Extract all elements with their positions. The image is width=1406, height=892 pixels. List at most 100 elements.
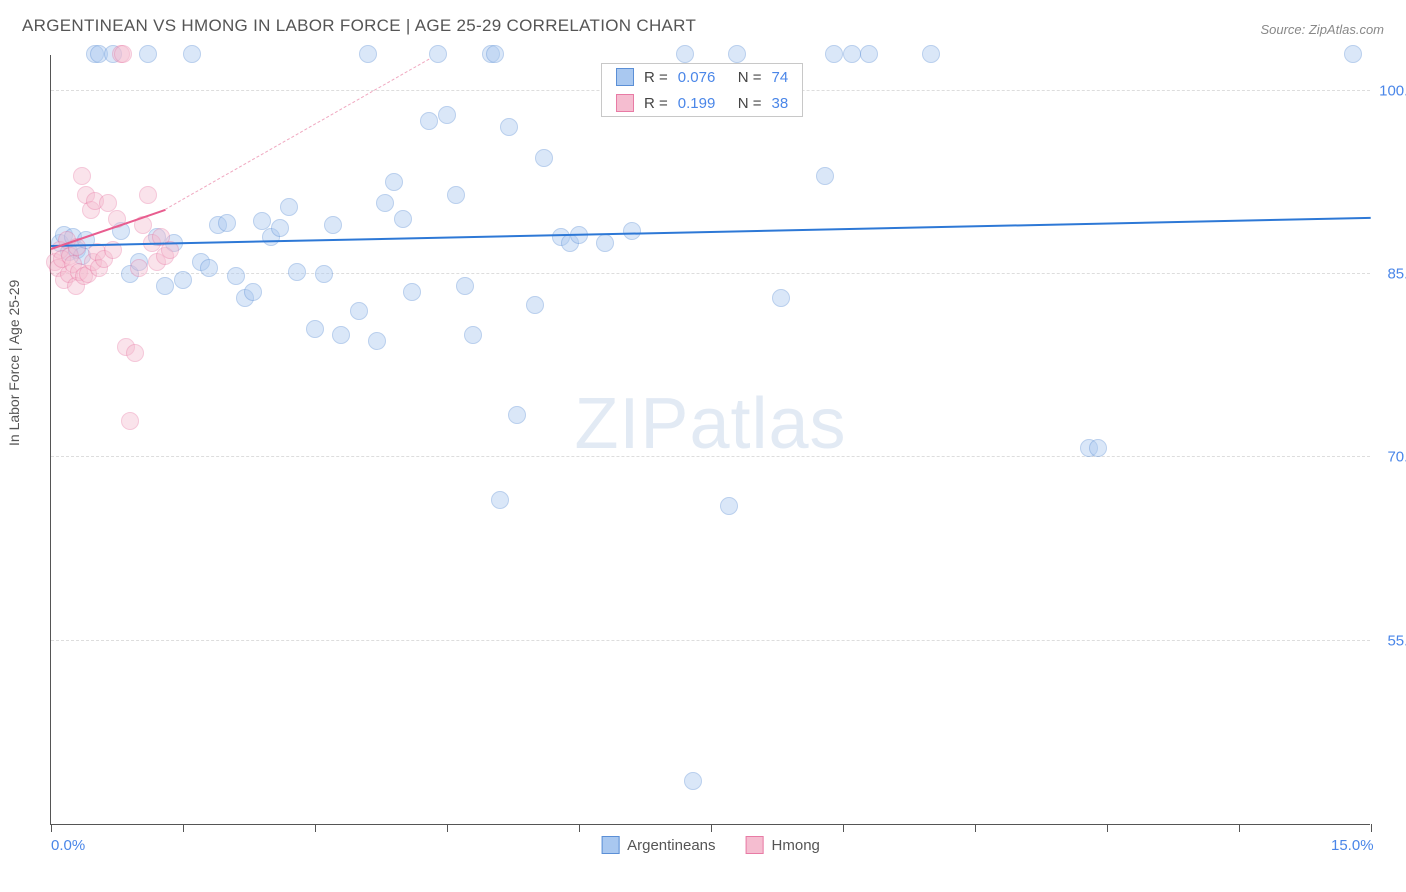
data-point [156,277,174,295]
data-point [227,267,245,285]
data-point [720,497,738,515]
legend-swatch [616,94,634,112]
y-tick-label: 55.0% [1374,632,1406,649]
data-point [728,45,746,63]
data-point [535,149,553,167]
data-point [1089,439,1107,457]
data-point [464,326,482,344]
x-tick [1239,824,1240,832]
legend-item: Hmong [746,836,820,854]
n-value: 74 [772,69,789,86]
series-legend: Argentineans Hmong [601,836,820,854]
data-point [623,222,641,240]
legend-swatch [746,836,764,854]
data-point [121,412,139,430]
legend-label: Argentineans [627,837,715,854]
data-point [200,259,218,277]
data-point [491,491,509,509]
correlation-legend: R = 0.076 N = 74 R = 0.199 N = 38 [601,63,803,117]
data-point [359,45,377,63]
x-tick-label: 0.0% [51,837,85,854]
data-point [1344,45,1362,63]
x-tick [1107,824,1108,832]
x-tick-label: 15.0% [1331,837,1374,854]
trend-line [51,217,1371,247]
n-label: N = [738,95,762,112]
data-point [403,283,421,301]
r-value: 0.199 [678,95,728,112]
data-point [772,289,790,307]
legend-row: R = 0.076 N = 74 [602,64,802,90]
data-point [394,210,412,228]
x-tick [711,824,712,832]
x-tick [51,824,52,832]
data-point [139,45,157,63]
x-tick [1371,824,1372,832]
data-point [324,216,342,234]
data-point [315,265,333,283]
data-point [596,234,614,252]
data-point [816,167,834,185]
y-tick-label: 85.0% [1374,266,1406,283]
chart-plot-area: ZIPatlas 55.0%70.0%85.0%100.0%0.0%15.0%R… [50,55,1370,825]
data-point [139,186,157,204]
source-attribution: Source: ZipAtlas.com [1260,22,1384,37]
data-point [130,259,148,277]
data-point [500,118,518,136]
data-point [860,45,878,63]
data-point [447,186,465,204]
gridline [51,640,1370,641]
data-point [271,219,289,237]
n-value: 38 [772,95,789,112]
legend-swatch [601,836,619,854]
data-point [183,45,201,63]
data-point [922,45,940,63]
x-tick [447,824,448,832]
x-tick [579,824,580,832]
r-value: 0.076 [678,69,728,86]
r-label: R = [644,95,668,112]
data-point [825,45,843,63]
data-point [280,198,298,216]
n-label: N = [738,69,762,86]
data-point [332,326,350,344]
r-label: R = [644,69,668,86]
data-point [174,271,192,289]
watermark: ZIPatlas [574,383,846,465]
gridline [51,273,1370,274]
x-tick [183,824,184,832]
legend-item: Argentineans [601,836,715,854]
y-tick-label: 100.0% [1374,82,1406,99]
data-point [376,194,394,212]
data-point [306,320,324,338]
data-point [73,167,91,185]
y-axis-label: In Labor Force | Age 25-29 [6,280,22,446]
chart-title: ARGENTINEAN VS HMONG IN LABOR FORCE | AG… [22,16,696,36]
data-point [676,45,694,63]
legend-label: Hmong [772,837,820,854]
data-point [126,344,144,362]
x-tick [975,824,976,832]
legend-swatch [616,68,634,86]
data-point [420,112,438,130]
gridline [51,456,1370,457]
y-tick-label: 70.0% [1374,449,1406,466]
data-point [244,283,262,301]
data-point [288,263,306,281]
data-point [456,277,474,295]
data-point [385,173,403,191]
x-tick [315,824,316,832]
data-point [368,332,386,350]
data-point [843,45,861,63]
legend-row: R = 0.199 N = 38 [602,90,802,116]
data-point [438,106,456,124]
data-point [526,296,544,314]
data-point [508,406,526,424]
data-point [218,214,236,232]
x-tick [843,824,844,832]
data-point [350,302,368,320]
data-point [429,45,447,63]
data-point [486,45,504,63]
data-point [114,45,132,63]
data-point [684,772,702,790]
